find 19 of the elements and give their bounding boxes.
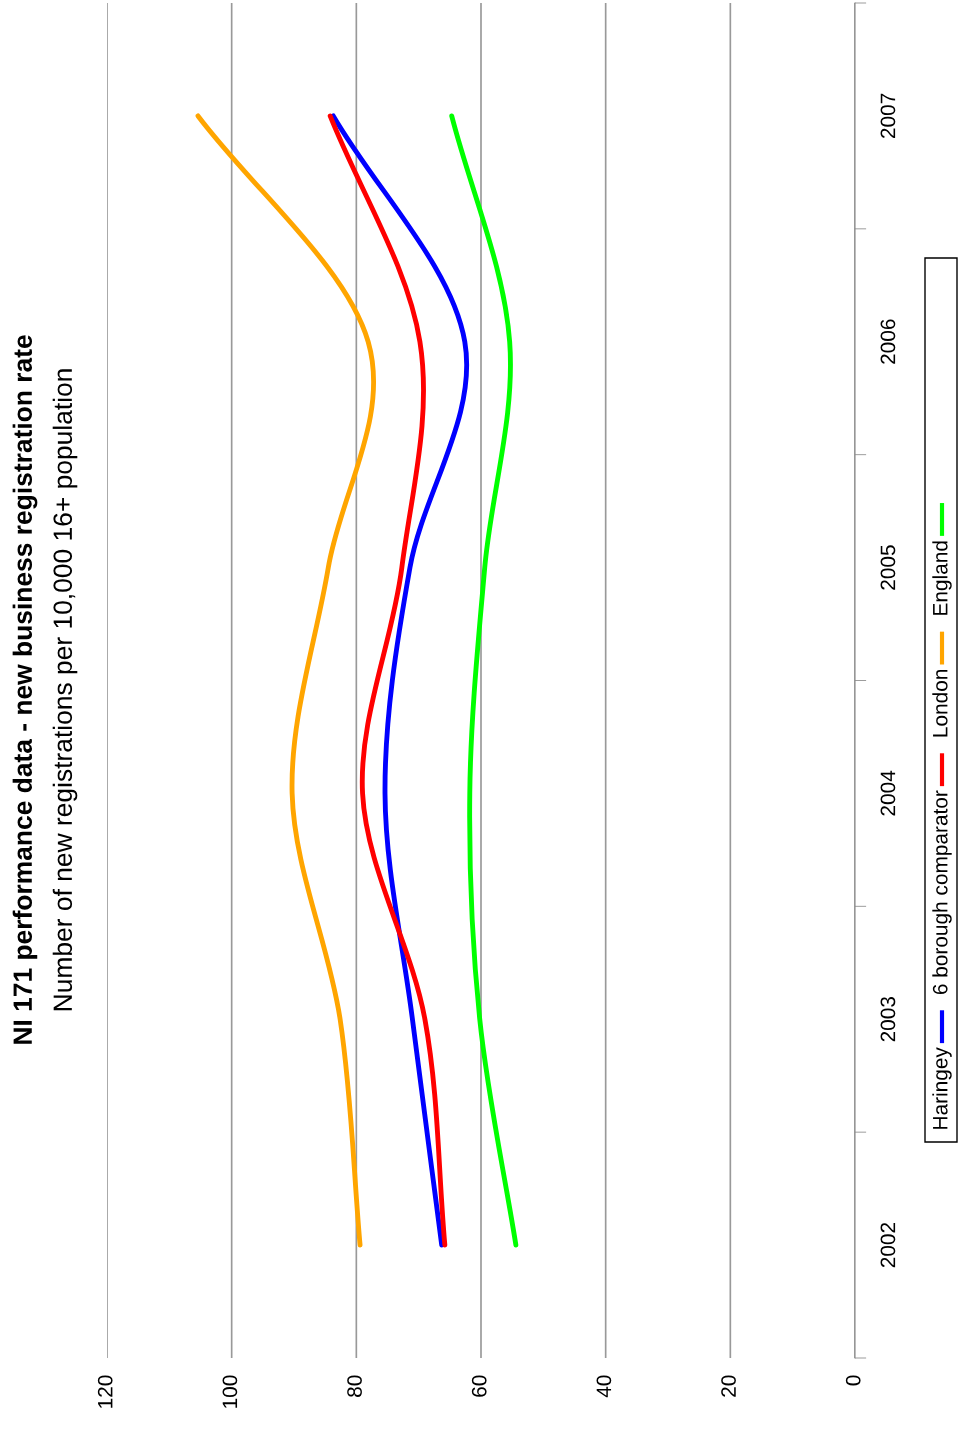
y-tick-label: 2002 (880, 1222, 896, 1268)
x-tick-label: 0 (845, 1375, 861, 1386)
x-tick-label: 60 (471, 1375, 487, 1397)
x-tick-label: 20 (721, 1375, 736, 1397)
legend-label: Haringey (932, 1047, 952, 1129)
x-tick-label: 40 (596, 1375, 612, 1398)
y-tick-label: 2007 (880, 93, 896, 139)
x-tick-label: 80 (347, 1375, 362, 1397)
y-tick-label: 2003 (880, 996, 896, 1042)
y-tick-label: 2005 (880, 545, 896, 590)
legend-label: London (932, 669, 948, 737)
legend-label: England (932, 541, 952, 615)
x-tick-label: 100 (222, 1375, 238, 1408)
y-tick-label: 2004 (880, 770, 896, 816)
text: Number of new registrations per 10,000 16+ population (52, 369, 78, 1011)
y-tick-label: 2006 (880, 319, 896, 364)
legend-label: 6 borough comparator (932, 790, 952, 995)
text: NI 171 performance data - new business registration rate (12, 335, 38, 1044)
x-tick-label: 120 (97, 1375, 113, 1408)
